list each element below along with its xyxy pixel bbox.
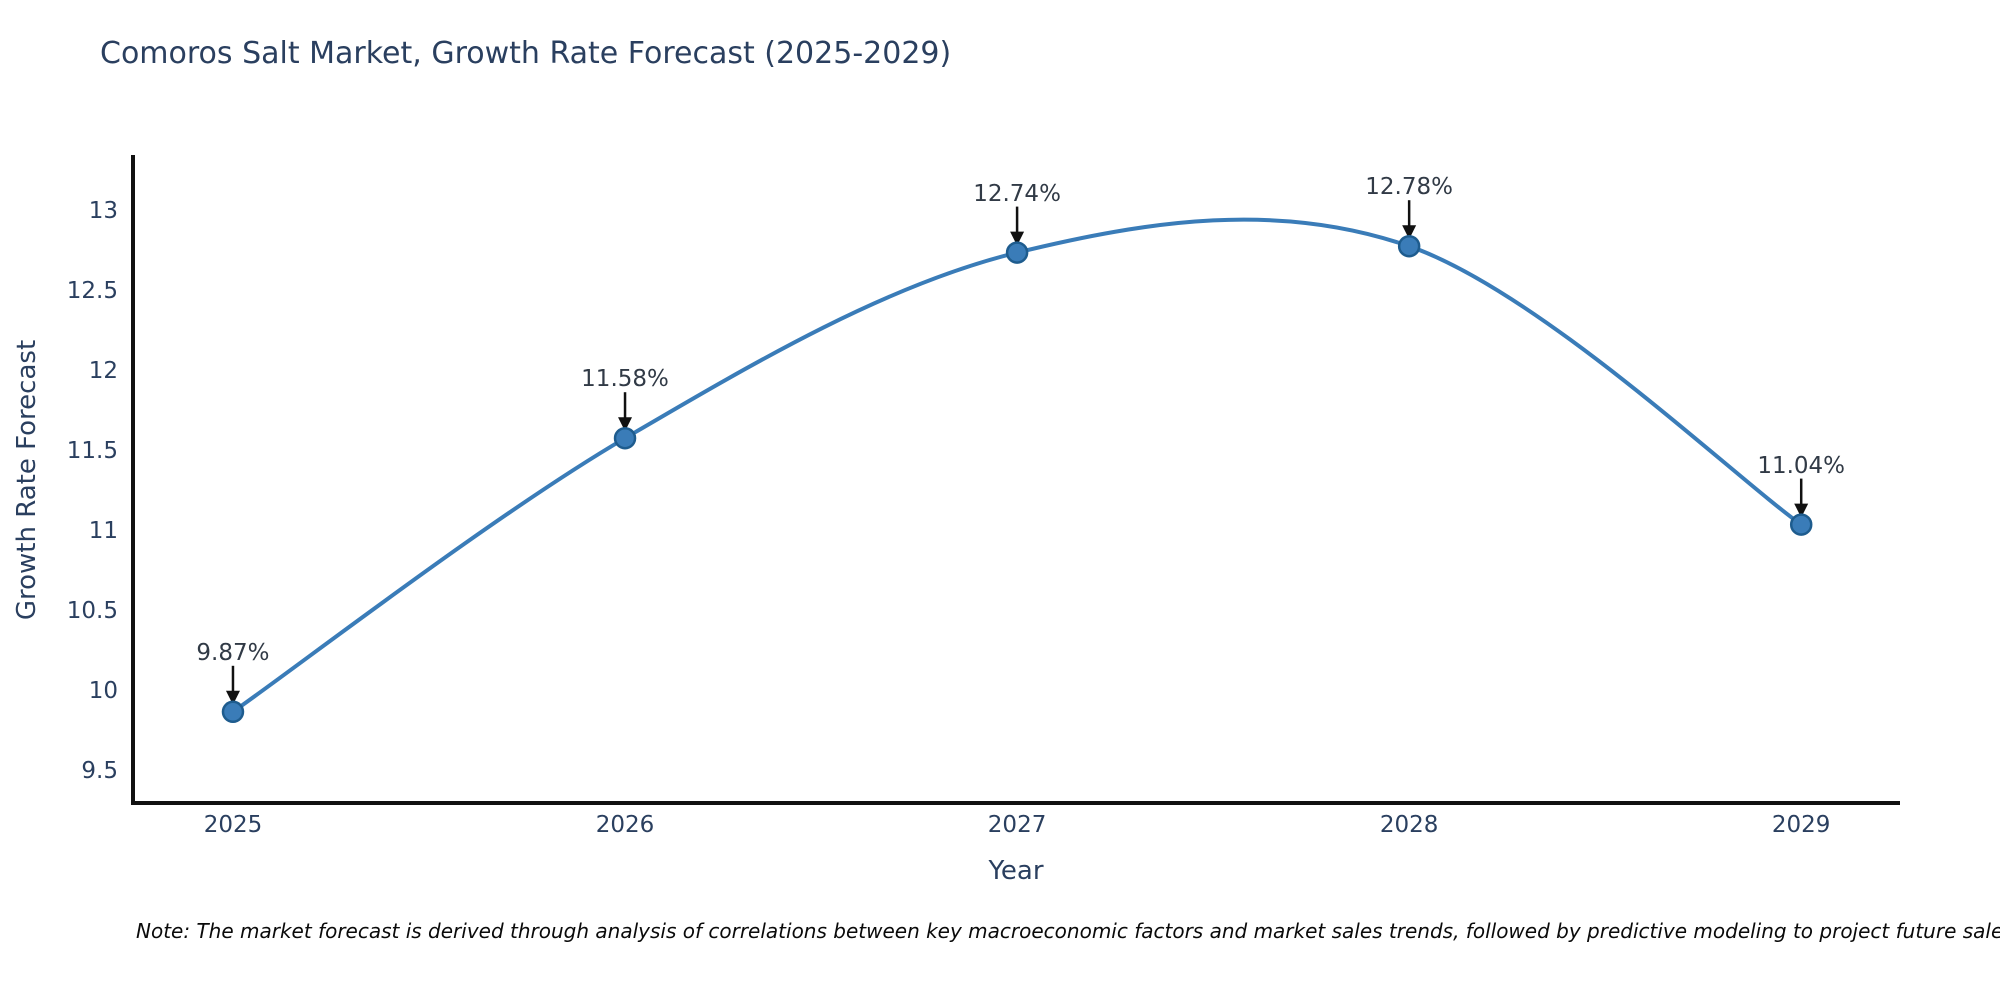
data-point-2026 (613, 426, 637, 450)
chart-title: Comoros Salt Market, Growth Rate Forecas… (100, 36, 952, 71)
annotation-arrowhead (225, 690, 240, 705)
x-tick-label: 2028 (1379, 812, 1439, 838)
axis-lines (131, 155, 1900, 805)
data-point-2027 (1005, 241, 1029, 264)
x-tick-label: 2029 (1771, 812, 1831, 838)
annotation-arrowhead (1794, 503, 1809, 518)
y-tick-label: 12 (88, 358, 118, 384)
x-tick-label: 2026 (595, 812, 655, 838)
data-point-2029 (1789, 513, 1813, 536)
point-annotation: 12.74% (973, 180, 1061, 207)
data-point-2028 (1397, 234, 1421, 258)
y-tick-label: 11.5 (66, 438, 118, 464)
annotation-arrowhead (618, 417, 633, 432)
point-annotation: 11.58% (581, 366, 669, 393)
y-tick-label: 10 (88, 678, 118, 704)
y-tick-label: 13 (88, 198, 118, 224)
x-tick-label: 2025 (203, 812, 263, 838)
data-point-2025 (221, 700, 245, 724)
annotation-arrowhead (1010, 231, 1025, 246)
trend-line (231, 217, 1803, 714)
y-tick-label: 10.5 (66, 598, 118, 624)
annotation-arrowhead (1402, 225, 1417, 240)
point-annotation: 11.04% (1757, 452, 1846, 479)
y-tick-label: 9.5 (81, 758, 118, 784)
x-tick-label: 2027 (987, 812, 1047, 838)
point-annotation: 9.87% (196, 639, 270, 666)
point-annotation: 12.78% (1365, 174, 1453, 201)
chart-note: Note: The market forecast is derived thr… (136, 919, 2000, 943)
y-tick-label: 11 (88, 518, 118, 544)
x-axis-title: Year (988, 856, 1044, 886)
y-tick-label: 12.5 (66, 278, 118, 304)
